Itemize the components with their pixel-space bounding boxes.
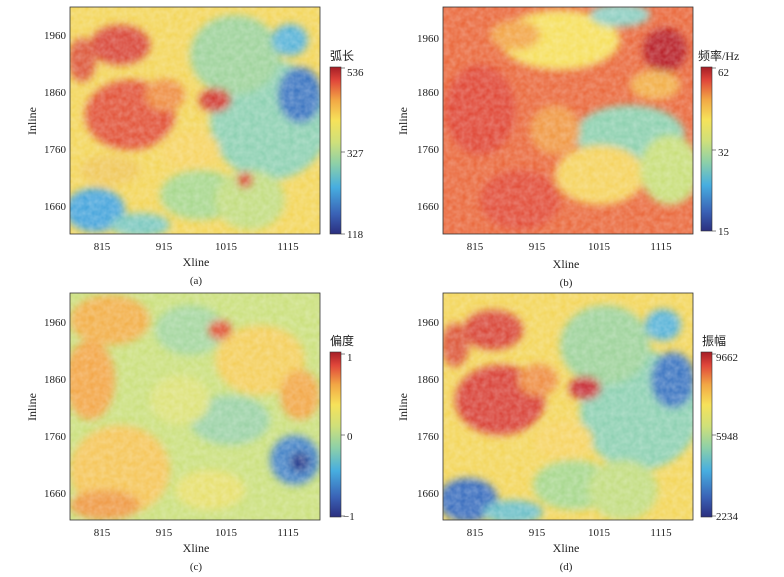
- xtick-label: 1015: [588, 241, 611, 253]
- heatmap-c: [70, 293, 320, 520]
- xticks-d: 815 915 1015 1115: [467, 527, 672, 539]
- ytick-label: 1660: [44, 488, 67, 500]
- panel-label: (a): [190, 275, 203, 287]
- colorbar-b: 频率/Hz 62 32 15: [698, 48, 739, 238]
- colorbar-gradient: [700, 351, 713, 518]
- colorbar-tick: 327: [347, 148, 364, 160]
- yticks-a: 1960 1860 1760 1660: [44, 30, 67, 213]
- xticks-c: 815 915 1015 1115: [94, 527, 299, 539]
- y-axis-label: Inline: [396, 107, 410, 135]
- plot-frame-c: [69, 292, 321, 521]
- xticks-a: 815 915 1015 1115: [94, 241, 299, 253]
- ytick-label: 1760: [417, 431, 440, 443]
- xtick-label: 1115: [650, 527, 672, 539]
- xtick-label: 915: [529, 527, 546, 539]
- xtick-label: 815: [94, 241, 111, 253]
- heatmap-b: [443, 7, 693, 234]
- x-axis-label: Xline: [553, 541, 580, 555]
- colorbar-gradient: [329, 66, 342, 235]
- ytick-label: 1960: [417, 33, 440, 45]
- plot-frame-a: [69, 6, 321, 235]
- xtick-label: 1115: [650, 241, 672, 253]
- colorbar-tick: 15: [718, 226, 730, 238]
- xtick-label: 815: [467, 527, 484, 539]
- ytick-label: 1860: [44, 87, 67, 99]
- colorbar-tick: 536: [347, 67, 364, 79]
- panel-b: 1960 1860 1760 1660 815 915 1015 1115 Xl…: [396, 6, 739, 289]
- x-axis-label: Xline: [553, 257, 580, 271]
- xtick-label: 815: [94, 527, 111, 539]
- ytick-label: 1660: [417, 201, 440, 213]
- x-axis-label: Xline: [183, 255, 210, 269]
- y-axis-label: Inline: [396, 393, 410, 421]
- colorbar-tick: 0: [347, 431, 353, 443]
- colorbar-title: 振幅: [702, 333, 726, 348]
- xticks-b: 815 915 1015 1115: [467, 241, 672, 253]
- colorbar-tick: 32: [718, 147, 729, 159]
- xtick-label: 915: [529, 241, 546, 253]
- colorbar-tick: 5948: [716, 431, 739, 443]
- ytick-label: 1760: [44, 431, 67, 443]
- xtick-label: 1115: [277, 241, 299, 253]
- plot-frame-d: [442, 292, 694, 521]
- ytick-label: 1860: [417, 374, 440, 386]
- colorbar-tick: 1: [347, 352, 353, 364]
- colorbar-gradient: [700, 66, 713, 232]
- ytick-label: 1960: [417, 317, 440, 329]
- colorbar-a: 弧长 536 327 118: [329, 49, 364, 241]
- colorbar-d: 振幅 9662 5948 2234: [700, 333, 739, 523]
- ytick-label: 1860: [44, 374, 67, 386]
- colorbar-tick: −1: [343, 511, 355, 523]
- plot-frame-b: [442, 6, 694, 235]
- xtick-label: 915: [156, 241, 173, 253]
- xtick-label: 915: [156, 527, 173, 539]
- xtick-label: 1015: [215, 241, 238, 253]
- x-axis-label: Xline: [183, 541, 210, 555]
- ytick-label: 1660: [44, 201, 67, 213]
- colorbar-tick: 118: [347, 229, 364, 241]
- colorbar-tick: 62: [718, 67, 729, 79]
- colorbar-c: 偏度 1 0 −1: [329, 333, 355, 523]
- colorbar-tick: 2234: [716, 511, 739, 523]
- yticks-c: 1960 1860 1760 1660: [44, 317, 67, 500]
- panel-label: (d): [560, 561, 573, 573]
- panel-c: 1960 1860 1760 1660 815 915 1015 1115 Xl…: [25, 292, 355, 573]
- xtick-label: 1115: [277, 527, 299, 539]
- y-axis-label: Inline: [25, 107, 39, 135]
- ytick-label: 1760: [417, 144, 440, 156]
- xtick-label: 1015: [215, 527, 238, 539]
- colorbar-title: 频率/Hz: [698, 48, 739, 63]
- heatmap-d: [443, 293, 693, 520]
- ytick-label: 1660: [417, 488, 440, 500]
- ytick-label: 1760: [44, 144, 67, 156]
- ytick-label: 1960: [44, 30, 67, 42]
- ytick-label: 1860: [417, 87, 440, 99]
- colorbar-gradient: [329, 351, 342, 518]
- yticks-d: 1960 1860 1760 1660: [417, 317, 440, 500]
- panel-d: 1960 1860 1760 1660 815 915 1015 1115 Xl…: [396, 292, 739, 573]
- panel-a: 1960 1860 1760 1660 815 915 1015 1115 Xl…: [25, 6, 364, 287]
- panel-label: (b): [560, 277, 573, 289]
- xtick-label: 1015: [588, 527, 611, 539]
- yticks-b: 1960 1860 1760 1660: [417, 33, 440, 213]
- y-axis-label: Inline: [25, 393, 39, 421]
- colorbar-tick: 9662: [716, 352, 738, 364]
- colorbar-title: 偏度: [330, 333, 354, 348]
- heatmap-a: [70, 7, 320, 234]
- panel-label: (c): [190, 561, 203, 573]
- ytick-label: 1960: [44, 317, 67, 329]
- colorbar-title: 弧长: [330, 49, 354, 63]
- xtick-label: 815: [467, 241, 484, 253]
